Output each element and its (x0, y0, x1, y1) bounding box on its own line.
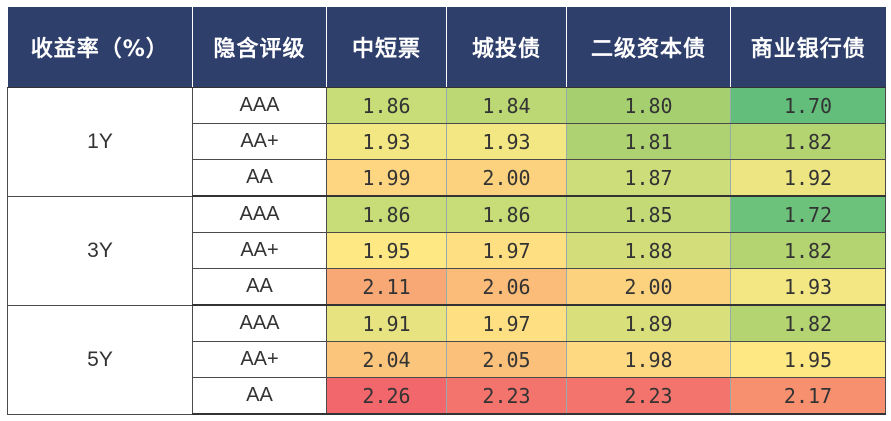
rating-cell: AA+ (192, 341, 327, 378)
yield-cell: 1.86 (326, 196, 447, 233)
yield-table: 收益率（%） 隐含评级 中短票 城投债 二级资本债 商业银行债 1Y AAA 1… (7, 7, 886, 415)
yield-cell: 1.92 (730, 159, 886, 197)
rating-cell: AA+ (192, 232, 327, 269)
table-row: AA 2.26 2.23 2.23 2.17 (8, 377, 886, 415)
table-row: AA+ 1.95 1.97 1.88 1.82 (8, 232, 886, 269)
header-commercial-bank-bond: 商业银行债 (730, 7, 886, 88)
table-row: 5Y AAA 1.91 1.97 1.89 1.82 (7, 305, 886, 415)
table-row: AA 2.11 2.06 2.00 1.93 (8, 268, 886, 306)
header-lgfv-bond: 城投债 (446, 7, 567, 88)
yield-cell: 1.82 (730, 305, 886, 342)
yield-cell: 1.82 (730, 232, 886, 269)
rating-cell: AA (192, 268, 327, 306)
yield-cell: 1.84 (446, 87, 567, 124)
yield-cell: 2.23 (446, 377, 567, 415)
yield-cell: 1.99 (326, 159, 447, 197)
yield-cell: 2.11 (326, 268, 447, 306)
yield-cell: 1.70 (730, 87, 886, 124)
yield-cell: 2.26 (326, 377, 447, 415)
yield-cell: 1.93 (446, 123, 567, 160)
yield-cell: 1.80 (566, 87, 731, 124)
table-row: AA 1.99 2.00 1.87 1.92 (8, 159, 886, 197)
yield-cell: 1.95 (326, 232, 447, 269)
yield-cell: 2.05 (446, 341, 567, 378)
yield-cell: 1.93 (730, 268, 886, 306)
table-row: AA+ 2.04 2.05 1.98 1.95 (8, 341, 886, 378)
tenor-cell: 3Y (7, 196, 193, 306)
yield-cell: 1.93 (326, 123, 447, 160)
yield-cell: 2.00 (566, 268, 731, 306)
rating-cell: AAA (192, 87, 327, 124)
header-yield: 收益率（%） (7, 7, 193, 88)
yield-cell: 1.95 (730, 341, 886, 378)
rating-cell: AAA (192, 305, 327, 342)
yield-cell: 1.88 (566, 232, 731, 269)
tenor-cell: 1Y (7, 87, 193, 197)
header-tier2-capital-bond: 二级资本债 (566, 7, 731, 88)
yield-cell: 1.82 (730, 123, 886, 160)
header-implied-rating: 隐含评级 (192, 7, 327, 88)
yield-cell: 2.00 (446, 159, 567, 197)
table-row: 3Y AAA 1.86 1.86 1.85 1.72 (7, 196, 886, 306)
yield-cell: 2.04 (326, 341, 447, 378)
yield-cell: 1.86 (446, 196, 567, 233)
yield-cell: 1.97 (446, 305, 567, 342)
header-row: 收益率（%） 隐含评级 中短票 城投债 二级资本债 商业银行债 (7, 7, 886, 88)
table-row: AA+ 1.93 1.93 1.81 1.82 (8, 123, 886, 160)
yield-cell: 1.98 (566, 341, 731, 378)
yield-cell: 2.17 (730, 377, 886, 415)
yield-cell: 1.87 (566, 159, 731, 197)
yield-cell: 1.97 (446, 232, 567, 269)
yield-cell: 1.72 (730, 196, 886, 233)
header-mtn: 中短票 (326, 7, 447, 88)
rating-cell: AA+ (192, 123, 327, 160)
yield-cell: 2.06 (446, 268, 567, 306)
yield-cell: 1.85 (566, 196, 731, 233)
rating-cell: AA (192, 159, 327, 197)
rating-cell: AAA (192, 196, 327, 233)
rating-cell: AA (192, 377, 327, 415)
yield-cell: 1.91 (326, 305, 447, 342)
yield-cell: 1.89 (566, 305, 731, 342)
tenor-cell: 5Y (7, 305, 193, 415)
yield-cell: 1.86 (326, 87, 447, 124)
yield-cell: 1.81 (566, 123, 731, 160)
table-row: 1Y AAA 1.86 1.84 1.80 1.70 (7, 87, 886, 197)
yield-cell: 2.23 (566, 377, 731, 415)
